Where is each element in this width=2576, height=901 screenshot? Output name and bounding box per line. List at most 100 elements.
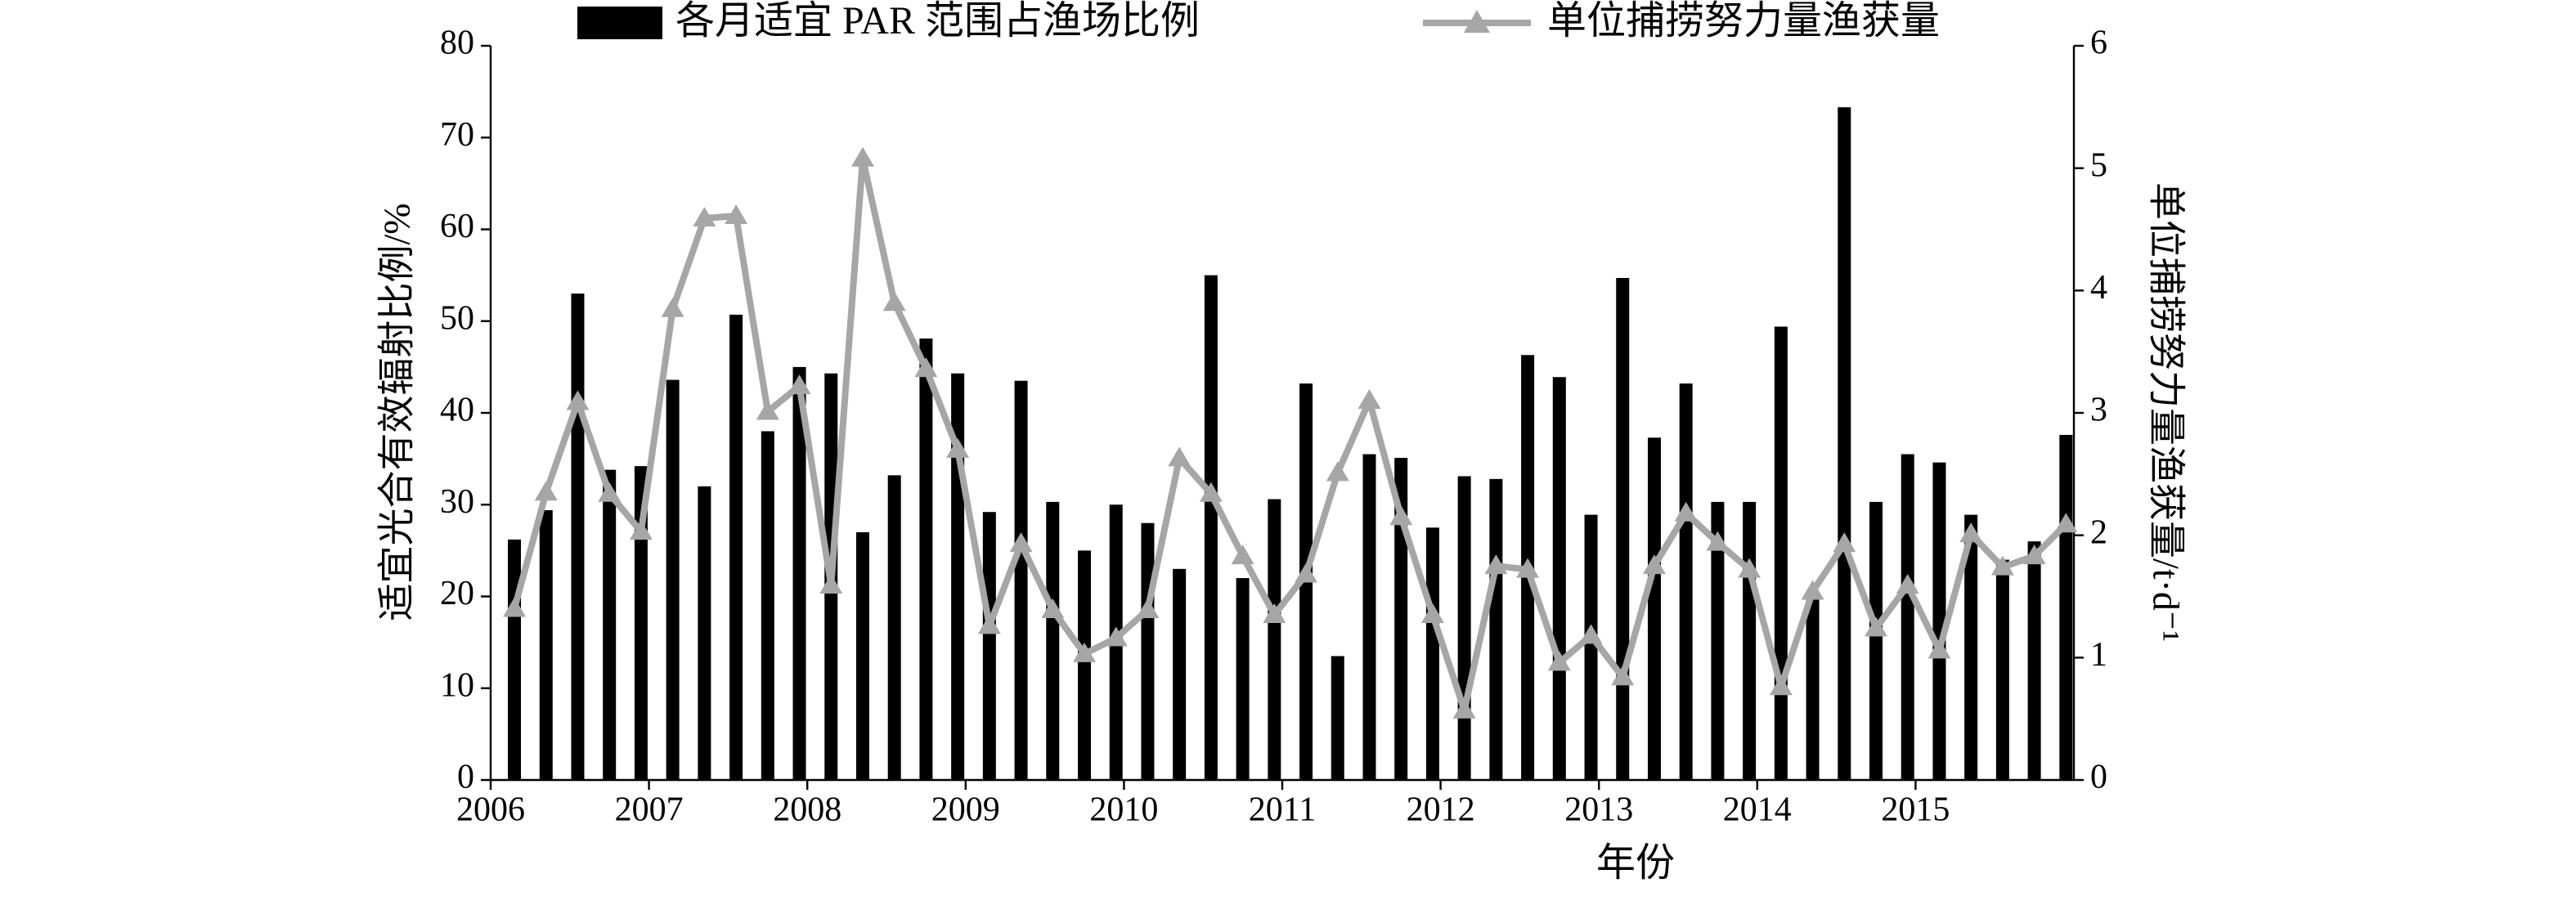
line-marker	[2022, 545, 2046, 565]
bar	[1331, 656, 1344, 780]
bar	[571, 294, 585, 780]
line-marker	[1769, 675, 1793, 696]
line-marker	[1547, 651, 1571, 671]
bar	[1078, 550, 1091, 780]
y-tick-label: 40	[440, 392, 474, 429]
y-tick-label: 60	[440, 208, 474, 245]
line-marker	[819, 574, 843, 594]
line-marker	[1263, 603, 1286, 623]
x-tick-label: 2014	[1723, 791, 1792, 829]
bar	[1014, 380, 1028, 780]
legend-marker	[1464, 10, 1490, 33]
bar	[761, 431, 774, 780]
line-marker	[1484, 554, 1508, 575]
line-marker	[661, 297, 684, 317]
line-marker	[566, 390, 590, 410]
y2-tick-label: 6	[2090, 25, 2107, 62]
bar	[1552, 377, 1566, 780]
bar	[1204, 275, 1218, 780]
y-tick-label: 50	[440, 299, 474, 337]
line-marker	[1009, 532, 1033, 553]
bar	[1046, 501, 1060, 780]
bar	[1394, 458, 1408, 780]
bar	[1964, 514, 1978, 780]
y-tick-label: 10	[440, 666, 474, 704]
legend-label: 单位捕捞努力量渔获量	[1547, 0, 1940, 43]
bar	[1995, 559, 2009, 780]
y-axis-title: 适宜光合有效辐射比例/%	[376, 203, 418, 621]
line-marker	[693, 207, 716, 227]
line-marker	[850, 146, 874, 167]
bar	[1774, 326, 1788, 780]
legend-swatch	[577, 7, 662, 39]
x-tick-label: 2006	[456, 791, 525, 829]
bar	[1616, 277, 1630, 780]
bar	[2027, 541, 2041, 780]
line-marker	[1231, 545, 1254, 565]
line-marker	[1990, 555, 2014, 576]
bar	[855, 531, 869, 780]
line-marker	[1674, 501, 1698, 522]
bar	[919, 338, 933, 780]
line-marker	[1199, 482, 1223, 502]
line-marker	[2054, 513, 2078, 533]
x-tick-label: 2012	[1407, 791, 1475, 829]
x-tick-label: 2008	[773, 791, 841, 829]
bar	[603, 469, 617, 780]
line-marker	[503, 597, 527, 617]
line-marker	[756, 400, 779, 420]
y2-tick-label: 5	[2090, 146, 2107, 184]
bar	[666, 379, 680, 780]
line-marker	[788, 374, 811, 395]
bar	[792, 366, 806, 780]
bar	[1584, 514, 1598, 780]
line-marker	[914, 357, 938, 378]
line-marker	[1358, 389, 1381, 410]
x-tick-label: 2009	[931, 791, 1000, 829]
line-marker	[1738, 558, 1761, 578]
x-axis-title: 年份	[1596, 841, 1675, 885]
bar	[1425, 527, 1439, 780]
bar	[1711, 501, 1725, 780]
bar	[1236, 578, 1250, 780]
line-marker	[1833, 532, 1856, 553]
line-marker	[1452, 698, 1476, 719]
x-tick-label: 2010	[1089, 791, 1158, 829]
bar	[1869, 501, 1883, 780]
y2-tick-label: 4	[2090, 269, 2107, 307]
bar	[539, 509, 553, 780]
bar	[698, 486, 711, 780]
line	[511, 155, 2069, 714]
line-marker	[946, 437, 970, 458]
line-marker	[882, 291, 906, 312]
line-marker	[534, 481, 558, 501]
y-tick-label: 80	[440, 25, 474, 62]
bar	[1806, 596, 1820, 780]
x-tick-label: 2011	[1249, 791, 1316, 829]
bar	[1932, 462, 1946, 780]
legend-label: 各月适宜 PAR 范围占渔场比例	[675, 0, 1200, 43]
bar	[887, 475, 901, 780]
bar	[1489, 478, 1503, 780]
line-marker	[1642, 554, 1666, 575]
line-marker	[1959, 522, 1983, 543]
line-marker	[1168, 446, 1192, 467]
bar	[1457, 476, 1471, 780]
bar	[1268, 499, 1281, 780]
y-tick-label: 0	[457, 759, 474, 796]
line-marker	[629, 520, 653, 540]
y-tick-label: 20	[440, 575, 474, 612]
bar	[508, 539, 522, 780]
bar	[1141, 522, 1155, 780]
bar	[1173, 568, 1187, 780]
line-marker	[1136, 598, 1160, 618]
line-marker	[1865, 616, 1887, 637]
y2-axis-title: 单位捕捞努力量渔获量/t·d⁻¹	[2145, 182, 2187, 642]
bar	[729, 314, 743, 781]
line-marker	[1896, 574, 1919, 594]
line-marker	[1420, 603, 1444, 623]
line-marker	[1516, 558, 1540, 578]
line-marker	[1326, 461, 1349, 482]
